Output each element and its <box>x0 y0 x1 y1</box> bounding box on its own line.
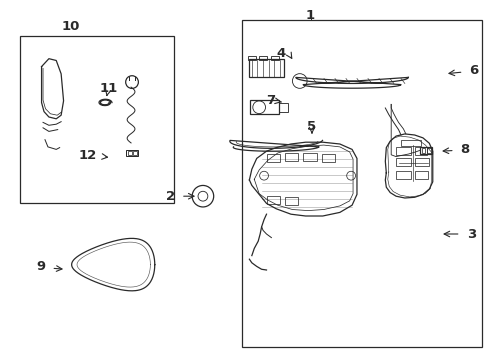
Bar <box>284 197 298 205</box>
Bar <box>259 56 266 60</box>
Bar <box>395 147 410 155</box>
Bar <box>133 151 137 155</box>
Text: 9: 9 <box>36 260 45 273</box>
Text: 8: 8 <box>460 143 469 156</box>
Bar <box>303 153 316 161</box>
Text: 2: 2 <box>165 190 175 203</box>
Text: 4: 4 <box>276 47 285 60</box>
Bar <box>20 36 173 203</box>
Bar <box>284 153 298 161</box>
Text: 10: 10 <box>61 21 80 33</box>
Bar <box>414 158 428 166</box>
Bar <box>250 100 278 114</box>
Bar <box>414 171 427 179</box>
Bar <box>414 147 427 155</box>
Bar <box>248 56 255 60</box>
Bar <box>271 56 278 60</box>
Bar <box>321 154 335 162</box>
Text: 3: 3 <box>466 228 475 240</box>
Bar <box>127 151 131 155</box>
Bar <box>400 140 420 146</box>
Text: 5: 5 <box>307 120 316 133</box>
Text: 6: 6 <box>468 64 478 77</box>
Bar <box>421 148 425 153</box>
Bar <box>395 158 410 166</box>
Bar <box>266 154 280 162</box>
Text: 1: 1 <box>305 9 314 22</box>
Bar <box>426 148 430 153</box>
Bar <box>419 147 431 154</box>
Bar <box>395 171 410 179</box>
Bar <box>266 196 280 204</box>
Bar <box>242 20 481 347</box>
Text: 7: 7 <box>265 94 275 107</box>
Text: 11: 11 <box>100 82 118 95</box>
Text: 12: 12 <box>79 149 97 162</box>
Bar <box>249 59 283 77</box>
Bar <box>278 103 287 112</box>
Bar <box>126 150 138 156</box>
